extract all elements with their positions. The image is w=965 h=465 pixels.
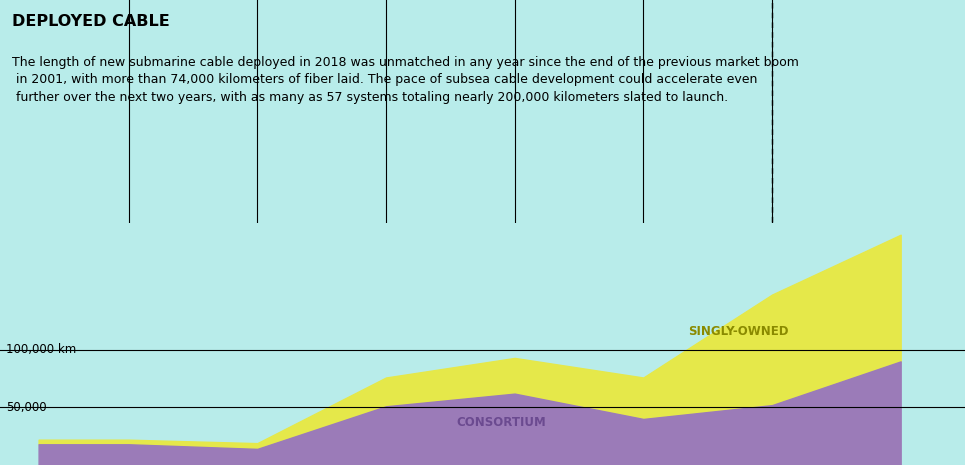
Text: DEPLOYED CABLE: DEPLOYED CABLE [12, 14, 169, 29]
Text: 100,000 km: 100,000 km [7, 343, 76, 356]
Text: 50,000: 50,000 [7, 401, 47, 414]
Text: CONSORTIUM: CONSORTIUM [456, 416, 546, 429]
Text: The length of new submarine cable deployed in 2018 was unmatched in any year sin: The length of new submarine cable deploy… [12, 56, 798, 104]
Text: SINGLY-OWNED: SINGLY-OWNED [688, 325, 788, 338]
